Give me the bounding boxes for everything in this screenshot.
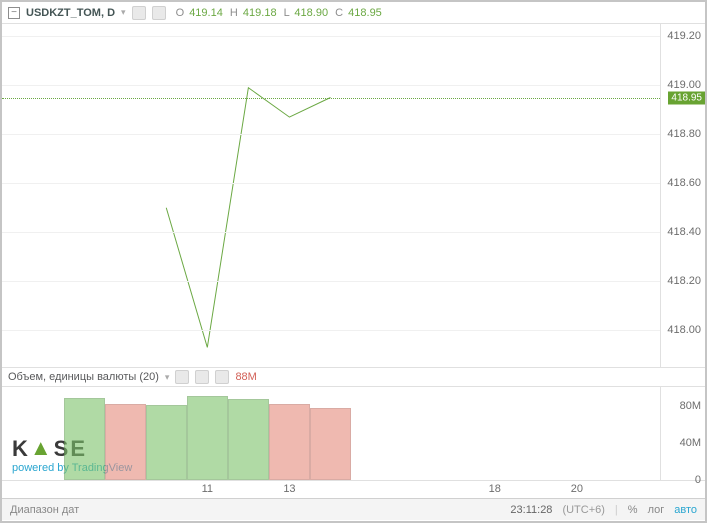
open-value: 419.14 bbox=[189, 7, 223, 19]
x-tick-label: 20 bbox=[571, 483, 583, 495]
volume-bar bbox=[64, 398, 105, 480]
x-tick-label: 13 bbox=[283, 483, 295, 495]
vol-y-tick-label: 80M bbox=[680, 400, 701, 412]
close-label: C bbox=[335, 7, 343, 19]
vol-y-tick-label: 40M bbox=[680, 437, 701, 449]
vol-button-2[interactable] bbox=[195, 370, 209, 384]
auto-toggle[interactable]: авто bbox=[674, 504, 697, 516]
x-tick-label: 11 bbox=[202, 483, 213, 495]
y-tick-label: 418.80 bbox=[667, 128, 701, 140]
close-value: 418.95 bbox=[348, 7, 382, 19]
y-tick-label: 419.00 bbox=[667, 79, 701, 91]
x-tick-label: 18 bbox=[489, 483, 501, 495]
collapse-icon[interactable]: − bbox=[8, 7, 20, 19]
vol-button-3[interactable] bbox=[215, 370, 229, 384]
low-value: 418.90 bbox=[294, 7, 328, 19]
header-button-1[interactable] bbox=[132, 6, 146, 20]
volume-bar bbox=[146, 405, 187, 480]
y-tick-label: 418.60 bbox=[667, 177, 701, 189]
volume-value: 88M bbox=[235, 371, 256, 383]
chart-frame: − USDKZT_TOM, D ▾ O 419.14 H 419.18 L 41… bbox=[0, 0, 707, 523]
clock-time: 23:11:28 bbox=[510, 504, 552, 516]
volume-bar bbox=[187, 396, 228, 480]
percent-toggle[interactable]: % bbox=[628, 504, 638, 516]
y-tick-label: 419.20 bbox=[667, 30, 701, 42]
volume-bar bbox=[310, 408, 351, 480]
price-pane[interactable] bbox=[2, 24, 661, 367]
volume-row: K▲SE powered by TradingView 80M40M0 bbox=[2, 387, 705, 480]
log-toggle[interactable]: лог bbox=[648, 504, 665, 516]
volume-bar bbox=[105, 404, 146, 480]
date-range-button[interactable]: Диапазон дат bbox=[10, 504, 500, 516]
chevron-down-icon[interactable]: ▾ bbox=[165, 372, 170, 383]
y-tick-label: 418.00 bbox=[667, 324, 701, 336]
chart-header: − USDKZT_TOM, D ▾ O 419.14 H 419.18 L 41… bbox=[2, 2, 705, 24]
low-label: L bbox=[284, 7, 290, 19]
vol-button-1[interactable] bbox=[175, 370, 189, 384]
volume-pane[interactable]: K▲SE powered by TradingView bbox=[2, 387, 661, 480]
timezone[interactable]: (UTC+6) bbox=[562, 504, 604, 516]
symbol-name[interactable]: USDKZT_TOM, D bbox=[26, 7, 115, 19]
price-y-axis[interactable]: 419.20 419.00 418.80 418.60 418.40 418.20 418.… bbox=[661, 24, 705, 367]
x-axis-row: 11 13 18 20 bbox=[2, 480, 705, 498]
chevron-down-icon[interactable]: ▾ bbox=[121, 7, 126, 18]
separator: | bbox=[615, 504, 618, 516]
triangle-icon: ▲ bbox=[30, 435, 54, 461]
volume-bar bbox=[269, 404, 310, 480]
price-line bbox=[2, 24, 659, 367]
footer-bar: Диапазон дат 23:11:28 (UTC+6) | % лог ав… bbox=[2, 498, 705, 520]
volume-y-axis[interactable]: 80M40M0 bbox=[661, 387, 705, 480]
volume-header: Объем, единицы валюты (20) ▾ 88M bbox=[2, 367, 705, 387]
x-axis[interactable]: 11 13 18 20 bbox=[2, 481, 661, 498]
price-row: 419.20 419.00 418.80 418.60 418.40 418.20 418.… bbox=[2, 24, 705, 367]
vol-y-tick-label: 0 bbox=[695, 474, 701, 486]
volume-bar bbox=[228, 399, 269, 480]
open-label: O bbox=[176, 7, 185, 19]
y-tick-label: 418.40 bbox=[667, 226, 701, 238]
high-label: H bbox=[230, 7, 238, 19]
y-tick-label: 418.20 bbox=[667, 275, 701, 287]
high-value: 419.18 bbox=[243, 7, 277, 19]
last-price-tag: 418.95 bbox=[668, 91, 705, 104]
volume-title: Объем, единицы валюты (20) bbox=[8, 371, 159, 383]
ohlc-readout: O 419.14 H 419.18 L 418.90 C 418.95 bbox=[172, 7, 382, 19]
header-button-2[interactable] bbox=[152, 6, 166, 20]
